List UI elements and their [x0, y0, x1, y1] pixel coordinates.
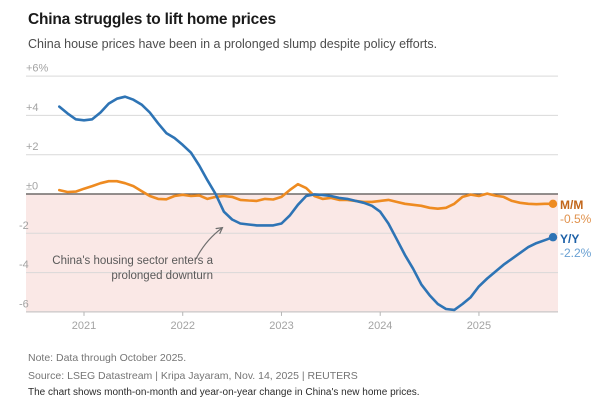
x-axis-label: 2022 [170, 320, 194, 332]
legend-mm-label: M/M [560, 198, 584, 212]
x-axis-label: 2023 [269, 320, 293, 332]
footer-caption: The chart shows month-on-month and year-… [28, 387, 420, 398]
x-axis-label: 2024 [368, 320, 392, 332]
y-axis-label: +6% [26, 63, 49, 75]
legend-yy-value: -2.2% [560, 246, 592, 260]
y-axis-label: ±0 [26, 181, 38, 193]
x-axis-label: 2021 [72, 320, 96, 332]
y-axis-label: -6 [19, 298, 29, 310]
legend-yy-label: Y/Y [560, 232, 580, 246]
legend-mm-value: -0.5% [560, 212, 592, 226]
yy-end-dot [548, 233, 558, 242]
footer-note: Note: Data through October 2025. [28, 352, 187, 364]
y-axis-label: +2 [26, 141, 39, 153]
annotation-arrow [195, 228, 222, 260]
x-axis-label: 2025 [467, 320, 491, 332]
annotation-text: China's housing sector enters a prolonge… [30, 254, 213, 284]
chart-subtitle: China house prices have been in a prolon… [28, 37, 438, 51]
y-axis-label: -4 [19, 259, 29, 271]
chart-title: China struggles to lift home prices [28, 11, 276, 28]
legend-mm: M/M -0.5% [560, 198, 591, 226]
annotation-line1: China's housing sector enters a [52, 255, 213, 267]
mm-line [57, 179, 555, 210]
legend-yy: Y/Y -2.2% [560, 232, 591, 260]
y-axis-label: -2 [19, 220, 29, 232]
footer-source: Source: LSEG Datastream | Kripa Jayaram,… [28, 370, 358, 382]
annotation-line2: prolonged downturn [111, 270, 213, 282]
y-axis-label: +4 [26, 102, 39, 114]
plot-area: +6% +4 +2 ±0 -2 -4 -6 2021 2022 2023 2024 2025 [19, 63, 558, 332]
yy-line [57, 95, 555, 312]
mm-end-dot [548, 199, 558, 209]
